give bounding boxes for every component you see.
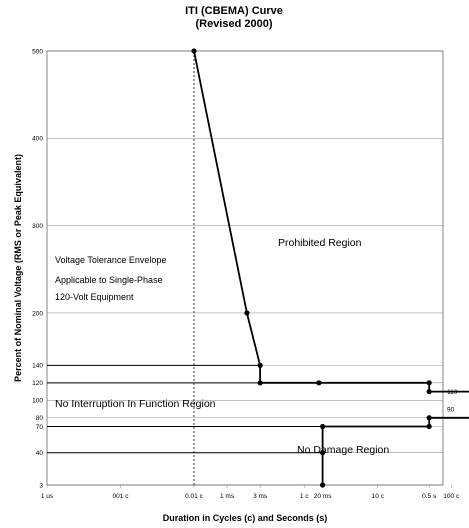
- x-tick-label: 3 ms: [253, 493, 268, 500]
- upper-curve-point: [191, 48, 197, 54]
- chart-title: ITI (CBEMA) Curve: [185, 5, 283, 17]
- x-axis-label: Duration in Cycles (c) and Seconds (s): [163, 513, 328, 523]
- plot-frame: [46, 50, 444, 486]
- lower-curve-point: [320, 450, 326, 456]
- y-tick-label: 80: [36, 415, 44, 422]
- lower-curve-point: [320, 482, 326, 488]
- x-tick-label: 1 us: [41, 493, 54, 500]
- envelope-label-line3: 120-Volt Equipment: [55, 292, 134, 302]
- upper-curve-point: [244, 310, 250, 316]
- no-damage-region-label: No Damage Region: [297, 444, 389, 456]
- envelope-label-line1: Voltage Tolerance Envelope: [55, 255, 166, 265]
- x-axis-ticks: 1 us 001 c 0.01 c 1 ms 3 ms 1 c 20 ms 10 c 0.5 s…: [41, 493, 460, 500]
- lower-curve-point: [426, 423, 432, 430]
- lower-curve-point: [426, 415, 432, 421]
- curve-end-label: 110: [447, 389, 458, 396]
- curve-points: [191, 48, 432, 488]
- x-tick-label: 1 ms: [220, 493, 235, 500]
- upper-curve-point: [257, 362, 263, 368]
- y-tick-label: 300: [32, 223, 43, 230]
- upper-curve-point: [316, 380, 322, 386]
- y-tick-label: 400: [32, 136, 43, 143]
- y-tick-label: 100: [32, 398, 43, 405]
- horizontal-guide-lines: [47, 364, 323, 454]
- y-tick-label: 3: [39, 482, 43, 489]
- y-tick-label: 40: [36, 450, 44, 457]
- y-axis-label: Percent of Nominal Voltage (RMS or Peak …: [13, 154, 23, 382]
- x-tick-label: 0.5 s: [422, 493, 437, 500]
- x-tick-label: 1 c: [300, 493, 309, 500]
- y-tick-label: 200: [32, 310, 43, 317]
- curve-end-labels: 110 90: [447, 389, 458, 413]
- curve-end-label: 90: [447, 406, 455, 413]
- upper-curve-point: [426, 388, 432, 395]
- prohibited-region-label: Prohibited Region: [278, 237, 362, 249]
- x-tick-label: 20 ms: [314, 493, 332, 500]
- grid: [46, 50, 452, 488]
- y-tick-label: 70: [36, 424, 44, 431]
- y-tick-label: 140: [32, 363, 43, 370]
- y-axis-ticks: 500 400 300 200 140 120 100 80 70 40 3: [32, 48, 43, 489]
- no-interruption-region-label: No Interruption In Function Region: [55, 398, 216, 410]
- chart-subtitle: (Revised 2000): [195, 18, 272, 30]
- y-tick-label: 120: [32, 380, 43, 387]
- envelope-label-line2: Applicable to Single-Phase: [55, 275, 163, 285]
- dashed-reference-lines: [193, 51, 195, 485]
- lower-curve-point: [320, 423, 326, 430]
- x-tick-label: 001 c: [113, 493, 130, 500]
- upper-curve-point: [257, 380, 263, 386]
- x-tick-label: 100 c: [443, 493, 460, 500]
- x-tick-label: 10 c: [372, 493, 385, 500]
- y-tick-label: 500: [32, 48, 43, 55]
- x-tick-label: 0.01 c: [185, 493, 203, 500]
- upper-tolerance-curve: [193, 50, 469, 393]
- upper-curve-point: [426, 380, 432, 386]
